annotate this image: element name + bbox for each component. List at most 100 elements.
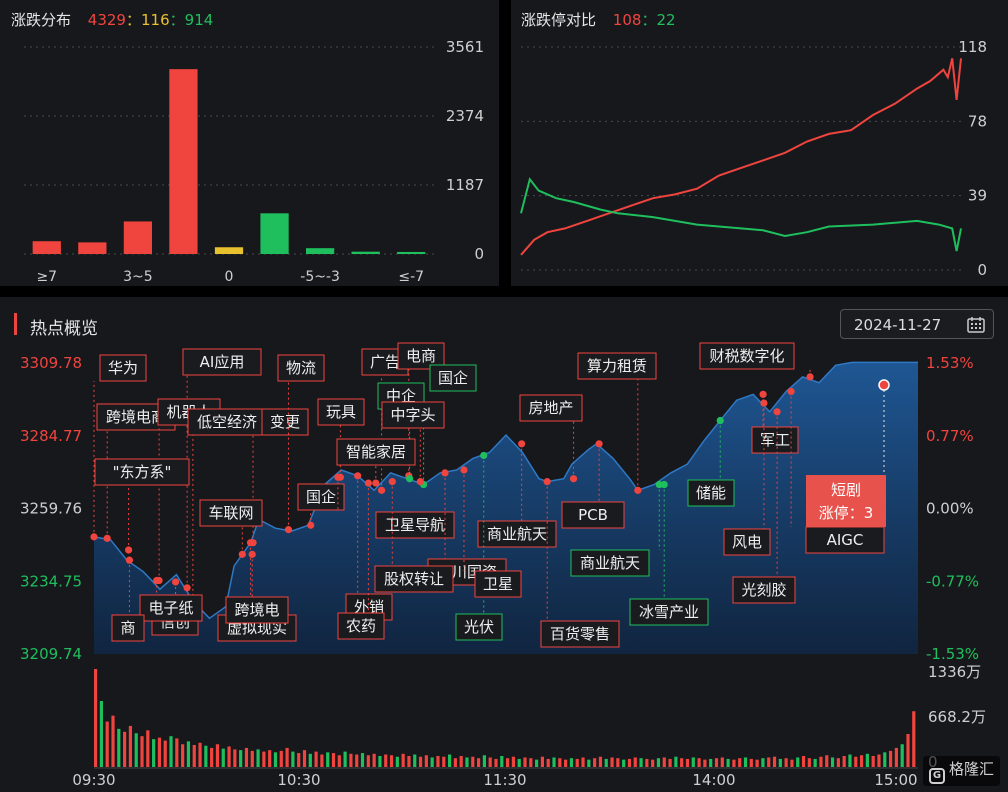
- hotspot-tag[interactable]: [687, 479, 735, 507]
- hotspot-tag[interactable]: [474, 570, 522, 598]
- bar: [260, 213, 289, 254]
- hotspot-dot[interactable]: [806, 373, 814, 381]
- date-picker[interactable]: 2024-11-27: [840, 309, 994, 339]
- volume-bar: [506, 758, 510, 767]
- hotspot-dot[interactable]: [334, 473, 342, 481]
- hotspot-dot[interactable]: [518, 440, 526, 448]
- volume-bar: [152, 739, 156, 767]
- bar: [78, 242, 107, 254]
- hotspot-dot[interactable]: [760, 399, 768, 407]
- hotspot-dot[interactable]: [125, 556, 134, 564]
- hotspot-tag[interactable]: [96, 403, 176, 431]
- hotspot-label: "东方系": [113, 463, 172, 481]
- hotspot-dot[interactable]: [759, 390, 767, 398]
- hotspot-dot[interactable]: [543, 478, 551, 486]
- hotspot-tag[interactable]: [337, 612, 385, 640]
- hotspot-dot[interactable]: [460, 466, 468, 474]
- volume-bar: [801, 755, 806, 767]
- hotspot-dot[interactable]: [183, 584, 191, 592]
- hotspot-dot[interactable]: [595, 440, 603, 448]
- hotspot-tag[interactable]: [94, 458, 190, 486]
- hotspot-tag[interactable]: [317, 398, 365, 426]
- hotspot-tag[interactable]: [297, 483, 345, 511]
- volume-bar: [360, 753, 365, 767]
- hotspot-tag[interactable]: [477, 520, 557, 548]
- volume-bar: [552, 757, 556, 767]
- hotspot-tag[interactable]: [225, 596, 289, 624]
- volume-bar: [175, 738, 179, 767]
- hotspot-dot[interactable]: [307, 521, 315, 529]
- hotspot-dot[interactable]: [405, 475, 414, 483]
- hotspot-tag[interactable]: [570, 549, 650, 577]
- hotspot-tag[interactable]: [629, 598, 709, 626]
- hotspot-tag[interactable]: [723, 528, 771, 556]
- hotspot-tag[interactable]: [519, 394, 583, 422]
- hotspot-dot[interactable]: [246, 539, 255, 547]
- hotspot-label: AI应用: [200, 353, 245, 371]
- hotspot-dot[interactable]: [773, 408, 781, 416]
- hotspot-tag[interactable]: [374, 565, 454, 593]
- hotspot-dot[interactable]: [377, 486, 386, 494]
- hotspot-dot[interactable]: [238, 550, 246, 558]
- hotspot-dot[interactable]: [416, 478, 424, 486]
- hotspot-tag[interactable]: [375, 511, 455, 539]
- hotspot-dot[interactable]: [388, 478, 396, 486]
- hotspot-tag[interactable]: [561, 501, 625, 529]
- hotspot-tag[interactable]: [699, 342, 795, 370]
- hotspot-dot[interactable]: [153, 576, 161, 585]
- hotspot-tag[interactable]: [429, 364, 477, 392]
- volume-bar: [842, 755, 846, 767]
- hotspot-dot[interactable]: [354, 472, 362, 480]
- up-count: 4329: [87, 11, 126, 29]
- hotspot-dot[interactable]: [103, 534, 111, 542]
- hotspot-dot[interactable]: [787, 387, 795, 396]
- hotspot-tag[interactable]: [99, 354, 147, 382]
- hotspot-dot[interactable]: [248, 550, 256, 558]
- hotspot-dot[interactable]: [284, 526, 293, 534]
- bar-xtick: 0: [225, 269, 234, 285]
- hotspot-tag[interactable]: [455, 613, 503, 641]
- hotspot-dot[interactable]: [171, 578, 180, 586]
- hotspot-tag[interactable]: [277, 354, 325, 382]
- hotspot-tag[interactable]: [805, 526, 885, 554]
- hotspot-label: 中企: [386, 387, 416, 405]
- hotspot-tag[interactable]: [139, 594, 203, 622]
- bar-ytick: 3561: [446, 38, 484, 56]
- distribution-bar-chart: 3561 2374 1187 0 ≥7 3~5 0 -5~-3 ≤-7: [24, 38, 484, 285]
- hotspot-tag[interactable]: [381, 401, 445, 429]
- hotspot-dot[interactable]: [480, 451, 488, 460]
- hotspot-dot[interactable]: [569, 475, 578, 483]
- active-tag[interactable]: [806, 475, 886, 527]
- volume-bar: [703, 759, 707, 767]
- hotspot-dot[interactable]: [716, 416, 724, 425]
- hotspot-dot[interactable]: [634, 486, 642, 494]
- hotspot-tag[interactable]: [732, 576, 796, 604]
- hotspot-dot[interactable]: [441, 469, 449, 477]
- volume-bar: [772, 756, 777, 767]
- volume-bar: [569, 758, 574, 767]
- hotspot-tag[interactable]: [336, 438, 416, 466]
- hotspot-label: 电子纸: [148, 599, 193, 617]
- calendar-icon[interactable]: [967, 316, 985, 333]
- hotspot-tag[interactable]: [187, 408, 267, 436]
- hotspot-dot[interactable]: [125, 546, 133, 554]
- hotspot-title: 热点概览: [30, 319, 98, 339]
- hotspot-tag[interactable]: [261, 408, 309, 436]
- hotspot-tag[interactable]: [577, 352, 657, 380]
- hotspot-tag[interactable]: [182, 348, 262, 376]
- hotspot-tag[interactable]: [540, 620, 620, 648]
- hotspot-tag[interactable]: [199, 499, 263, 527]
- active-dot[interactable]: [878, 379, 890, 391]
- hotspot-dot[interactable]: [655, 480, 663, 489]
- hotspot-dot[interactable]: [90, 533, 98, 541]
- hotspot-tag[interactable]: [751, 426, 799, 454]
- volume-bar: [436, 755, 440, 767]
- hotspot-dot[interactable]: [364, 479, 372, 487]
- volume-bar: [848, 754, 852, 767]
- hotspot-dot[interactable]: [660, 480, 668, 489]
- hotspot-tag[interactable]: [111, 614, 145, 642]
- hotspot-dot[interactable]: [372, 479, 380, 487]
- time-xtick: 10:30: [277, 771, 320, 789]
- volume-bar: [407, 755, 411, 767]
- distribution-title-text: 涨跌分布: [11, 11, 72, 29]
